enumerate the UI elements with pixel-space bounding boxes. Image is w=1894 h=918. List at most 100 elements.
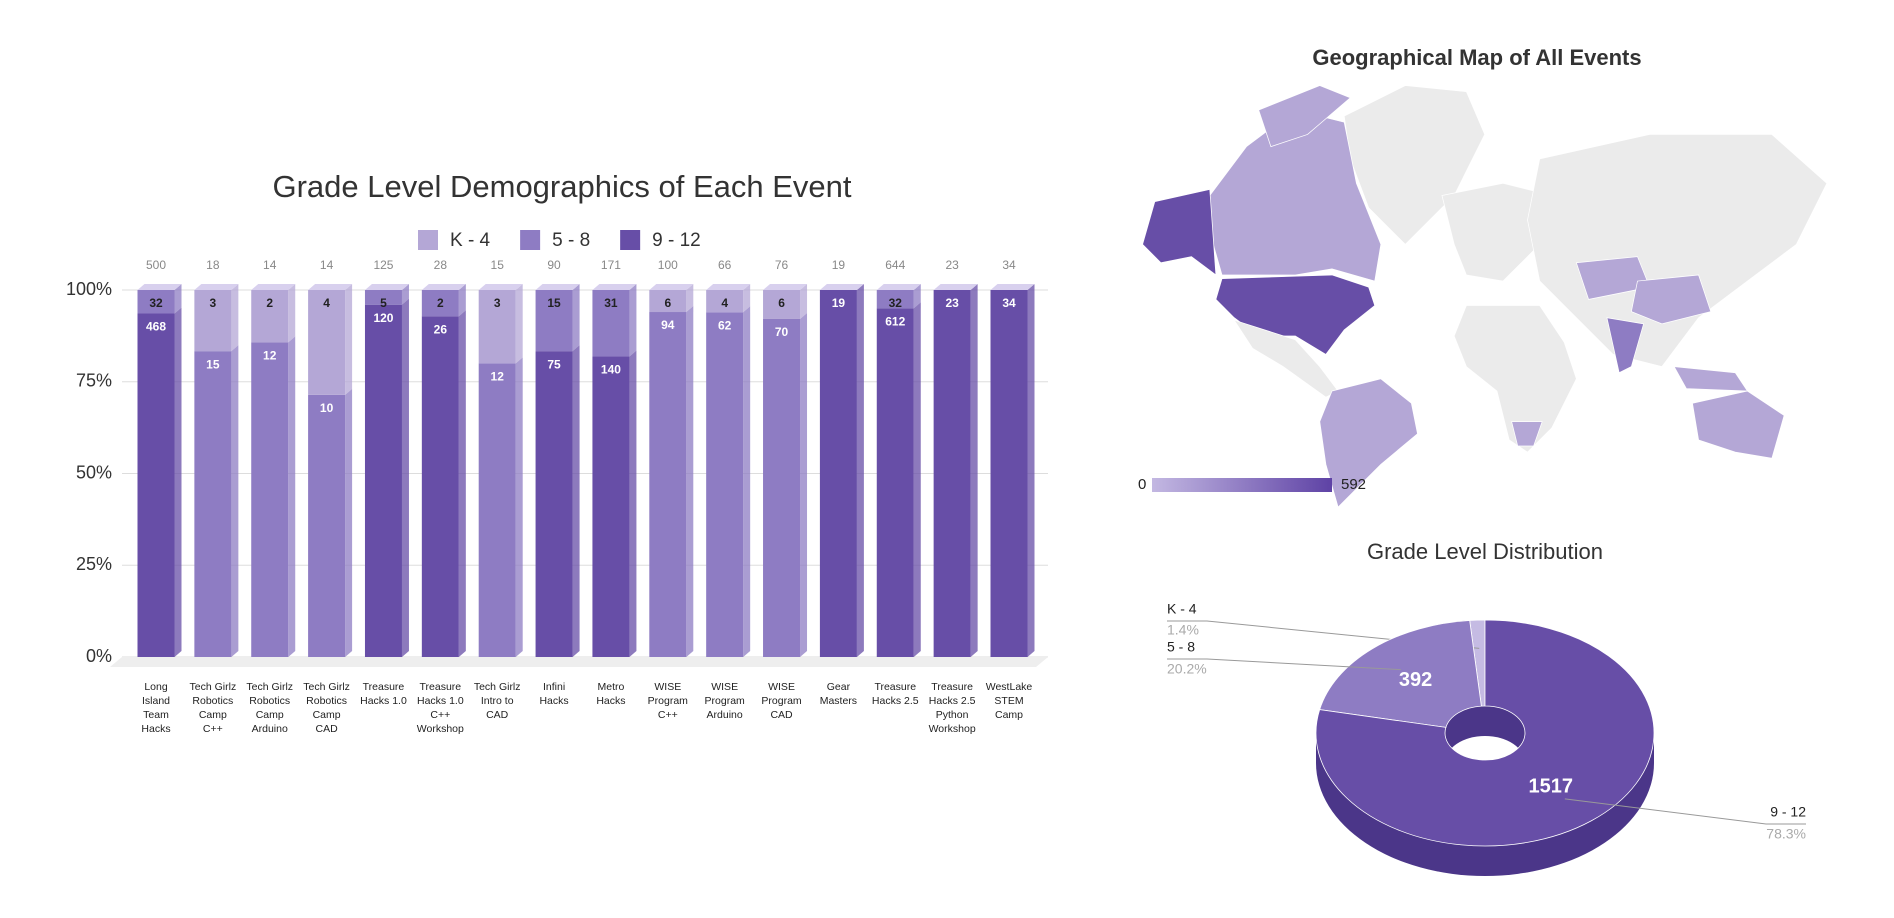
map-title: Geographical Map of All Events	[1312, 45, 1641, 70]
bar-segment	[763, 318, 801, 657]
bar-side	[743, 306, 751, 657]
x-tick-label: Tech Girlz Robotics Camp CAD	[303, 681, 350, 735]
bar-segment	[535, 351, 573, 657]
y-tick-label: 75%	[76, 371, 112, 391]
bar-side	[401, 298, 409, 657]
segment-label: 468	[146, 320, 166, 334]
country	[1319, 378, 1418, 508]
segment-label: 2	[266, 296, 273, 310]
x-tick-label: WISE Program C++	[647, 681, 688, 721]
bar-top	[706, 284, 751, 290]
bar-segment	[251, 342, 289, 657]
x-tick-label: WestLake STEM Camp	[985, 681, 1033, 721]
callout-label: K - 4	[1167, 601, 1197, 617]
bar-top	[990, 284, 1035, 290]
bar-top	[535, 284, 580, 290]
callout-percent: 1.4%	[1167, 622, 1199, 638]
bar-segment	[876, 290, 914, 309]
segment-label: 32	[149, 296, 163, 310]
pie-title: Grade Level Distribution	[1367, 539, 1603, 564]
bar-side	[743, 284, 751, 313]
bar-top	[933, 284, 978, 290]
total-label: 18	[206, 258, 220, 272]
segment-label: 12	[263, 349, 277, 363]
country	[1215, 274, 1376, 355]
bar-top	[364, 284, 409, 290]
callout-label: 5 - 8	[1167, 639, 1195, 655]
bar-side	[572, 345, 580, 657]
bar-segment	[364, 290, 402, 305]
total-label: 644	[885, 258, 905, 272]
x-tick-label: Treasure Hacks 1.0	[360, 681, 407, 707]
x-tick-label: Long Island Team Hacks	[141, 681, 171, 735]
x-tick-label: Tech Girlz Robotics Camp C++	[189, 681, 237, 735]
legend-swatch	[520, 230, 541, 250]
x-tick-label: Treasure Hacks 2.5	[871, 681, 919, 707]
bar-side	[629, 350, 637, 657]
bar-side	[572, 284, 580, 352]
bar-segment	[592, 356, 630, 657]
bar-segment	[649, 290, 687, 313]
legend-label: 9 - 12	[652, 230, 701, 251]
y-tick-label: 0%	[86, 646, 112, 666]
bar-side	[401, 284, 409, 305]
bar-side	[345, 388, 353, 657]
segment-label: 5	[380, 296, 387, 310]
segment-label: 32	[889, 296, 903, 310]
segment-label: 62	[718, 318, 732, 332]
legend-swatch	[620, 230, 641, 250]
segment-label: 94	[661, 318, 675, 332]
slice-value: 392	[1399, 669, 1432, 691]
x-tick-label: WISE Program CAD	[761, 681, 802, 721]
bar-segment	[592, 290, 630, 357]
x-tick-label: Treasure Hacks 1.0 C++ Workshop	[416, 681, 464, 735]
callout-percent: 78.3%	[1766, 826, 1806, 842]
total-label: 500	[146, 258, 166, 272]
bar-segment	[194, 351, 232, 657]
total-label: 15	[491, 258, 505, 272]
slice-value: 1517	[1529, 776, 1574, 798]
country	[1630, 274, 1712, 325]
x-tick-label: Tech Girlz Intro to CAD	[473, 681, 521, 721]
segment-label: 19	[832, 296, 846, 310]
total-label: 14	[263, 258, 277, 272]
bar-side	[913, 302, 921, 657]
country	[1527, 134, 1828, 368]
segment-label: 12	[491, 370, 505, 384]
scale-max: 592	[1341, 476, 1366, 493]
y-tick-label: 50%	[76, 462, 112, 482]
segment-label: 34	[1002, 296, 1016, 310]
bar-side	[800, 312, 808, 657]
total-label: 19	[832, 258, 846, 272]
total-label: 23	[945, 258, 959, 272]
segment-label: 6	[664, 296, 671, 310]
bar-side	[174, 307, 182, 657]
bar-segment	[706, 312, 744, 657]
bar-side	[458, 284, 466, 317]
total-label: 90	[547, 258, 561, 272]
bar-side	[288, 336, 296, 657]
color-scale	[1152, 478, 1332, 492]
legend-label: 5 - 8	[552, 230, 590, 251]
country	[1511, 421, 1543, 447]
segment-label: 70	[775, 325, 789, 339]
bar-segment	[933, 290, 971, 657]
x-tick-label: Treasure Hacks 2.5 Python Workshop	[928, 681, 976, 735]
bar-side	[629, 284, 637, 357]
bar-top	[649, 284, 694, 290]
segment-label: 15	[206, 357, 220, 371]
callout-percent: 20.2%	[1167, 661, 1207, 677]
total-label: 34	[1002, 258, 1016, 272]
bar-segment	[535, 290, 573, 352]
bar-segment	[251, 290, 289, 343]
callout-label: 9 - 12	[1770, 804, 1806, 820]
bar-segment	[364, 304, 402, 657]
bar-segment	[478, 290, 516, 364]
bar-top	[421, 284, 466, 290]
y-tick-label: 100%	[66, 279, 112, 299]
callout-line	[1167, 620, 1480, 649]
bar-top	[137, 284, 182, 290]
bar-top	[763, 284, 808, 290]
bar-top	[876, 284, 921, 290]
